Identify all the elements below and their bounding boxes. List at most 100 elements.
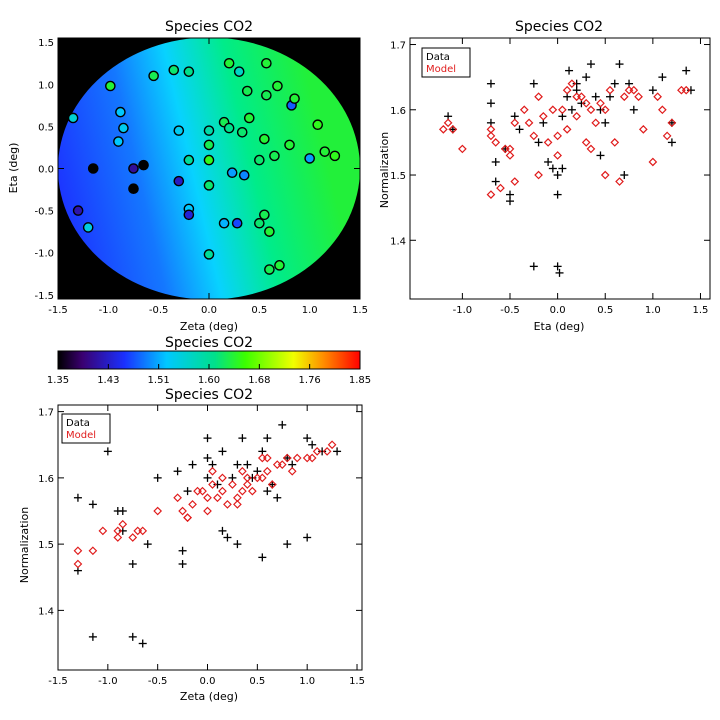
model-point <box>600 105 610 115</box>
data-point <box>153 473 162 482</box>
model-point <box>257 473 267 483</box>
model-point <box>553 151 562 160</box>
map-point <box>289 93 300 104</box>
y-tick-label: 1.5 <box>390 171 406 182</box>
data-point <box>553 171 562 180</box>
data-point <box>333 447 342 456</box>
model-point <box>203 493 212 503</box>
x-tick-label: 1.5 <box>693 305 709 316</box>
data-point <box>529 79 538 88</box>
data-point <box>263 487 272 496</box>
map-point <box>113 136 124 147</box>
model-point <box>183 513 192 522</box>
map-point <box>226 167 238 179</box>
model-point <box>118 519 128 529</box>
panel-zeta-eta-map: Species CO2 -1.5 -1.0 -0.5 0.0 0.5 1.0 1.5-1.5… <box>7 19 368 333</box>
y-tick-label: -1.5 <box>34 291 54 302</box>
model-point <box>98 526 108 536</box>
map-point <box>254 154 265 166</box>
data-point <box>258 553 267 562</box>
panel2-xlabel: Eta (deg) <box>534 320 585 333</box>
model-point <box>605 85 615 95</box>
data-point <box>610 79 619 88</box>
model-point <box>581 138 591 147</box>
legend-box <box>61 413 111 444</box>
data-point <box>548 164 557 173</box>
colorbar-ticks: 1.35 1.43 1.51 1.60 1.68 1.76 1.85 <box>47 364 371 386</box>
x-tick-label: 1.5 <box>352 305 368 316</box>
data-point <box>303 434 312 443</box>
y-tick-label: 0.5 <box>38 122 54 133</box>
legend-model-label: Model <box>66 430 96 441</box>
y-tick-label: -1.0 <box>34 249 54 260</box>
model-point <box>519 105 529 115</box>
model-point <box>558 105 567 115</box>
model-point <box>218 486 227 496</box>
y-tick-label: 1.5 <box>38 540 54 551</box>
map-point <box>269 150 280 162</box>
x-tick-label: 0.0 <box>550 305 566 316</box>
panel1-ylabel: Eta (deg) <box>7 143 20 194</box>
model-point <box>548 105 558 115</box>
data-point <box>553 262 562 271</box>
model-point <box>223 500 232 509</box>
x-tick-label: -0.5 <box>500 305 520 316</box>
model-point <box>153 506 163 516</box>
model-point <box>438 125 448 134</box>
data-point <box>506 190 514 199</box>
data-point <box>118 507 127 515</box>
panel2-title: Species CO2 <box>515 19 603 35</box>
data-point <box>218 526 227 535</box>
colorbar-tick-label: 1.68 <box>248 375 270 386</box>
model-point <box>667 118 677 128</box>
data-point <box>188 460 197 469</box>
map-point <box>128 183 139 195</box>
model-point <box>505 151 515 160</box>
map-point <box>233 66 245 77</box>
model-point <box>267 480 277 489</box>
map-point <box>304 153 315 164</box>
model-point <box>496 183 505 193</box>
data-point <box>686 86 695 95</box>
model-point <box>238 486 247 496</box>
data-point <box>555 268 564 277</box>
map-point <box>87 163 99 174</box>
x-tick-label: 0.0 <box>201 305 217 316</box>
panel-eta-normalization: Species CO2 -1.0 -0.5 0.0 0.5 1.0 1.5 1.4 1.5 1.… <box>378 19 711 333</box>
data-point <box>173 467 182 476</box>
x-tick-label: 1.0 <box>302 305 318 316</box>
model-point <box>624 85 634 95</box>
model-point <box>586 105 596 115</box>
data-point <box>491 177 500 186</box>
x-tick-label: 0.5 <box>597 305 613 316</box>
data-point <box>303 533 312 542</box>
model-point <box>562 85 572 95</box>
map-point <box>223 122 235 134</box>
model-point <box>653 92 662 102</box>
data-point <box>486 79 495 88</box>
model-point <box>198 486 207 496</box>
map-point <box>312 119 324 131</box>
map-point <box>128 163 139 174</box>
map-point <box>118 122 129 134</box>
model-point <box>577 92 586 102</box>
colorbar-tick-label: 1.35 <box>47 375 69 386</box>
model-point <box>586 144 596 154</box>
panel3-xlabel: Zeta (deg) <box>180 690 238 703</box>
data-point <box>565 66 574 75</box>
data-point <box>103 447 112 456</box>
panel-zeta-normalization: Species CO2 -1.5 -1.0 -0.5 0.0 0.5 1.0 1.5 1.4 1… <box>18 387 365 703</box>
model-point <box>248 486 257 496</box>
data-point <box>491 157 500 166</box>
x-tick-label: -1.5 <box>48 305 68 316</box>
data-point <box>263 434 272 443</box>
model-point <box>277 460 287 469</box>
x-tick-label: 1.0 <box>299 676 315 687</box>
map-point <box>168 64 180 76</box>
x-tick-label: -1.0 <box>99 305 119 316</box>
map-point <box>261 89 272 101</box>
data-point <box>567 105 576 114</box>
model-point <box>510 177 520 186</box>
data-point <box>308 440 317 449</box>
model-point <box>538 111 548 121</box>
